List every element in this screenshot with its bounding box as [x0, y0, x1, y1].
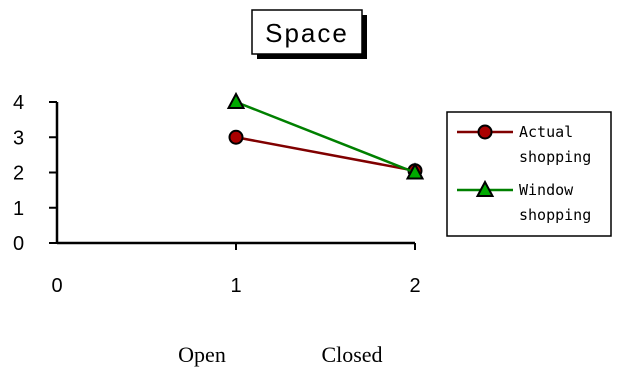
legend: Actual shopping Window shopping [446, 111, 612, 237]
legend-actual-shopping-point [477, 124, 493, 140]
y-tick-label: 4 [13, 92, 24, 114]
legend-item-window-shopping: Window shopping [457, 179, 591, 224]
legend-label: shopping [519, 206, 591, 224]
y-tick-label: 3 [13, 127, 24, 149]
category-label: Open [178, 342, 226, 367]
window-shopping-point [226, 91, 246, 109]
series-layer [226, 91, 425, 180]
actual-shopping-point [228, 129, 244, 145]
legend-label: shopping [519, 148, 591, 166]
chart-title: Space [265, 18, 349, 48]
y-tick-label: 1 [13, 198, 24, 220]
x-tick-label: 1 [230, 275, 241, 297]
x-tick-label: 0 [51, 275, 62, 297]
x-tick-label: 2 [409, 275, 420, 297]
category-label: Closed [321, 342, 382, 367]
window-shopping-point [405, 162, 425, 180]
y-tick-label: 0 [13, 233, 24, 255]
actual-shopping-line [235, 136, 416, 172]
legend-window-shopping-point [475, 179, 495, 197]
legend-item-actual-shopping: Actual shopping [457, 123, 591, 166]
legend-label: Actual [519, 123, 573, 141]
legend-label: Window [519, 181, 574, 199]
axes: 0 1 2 3 4 0 1 2 [13, 92, 421, 297]
window-shopping-series [226, 91, 425, 180]
y-tick-label: 2 [13, 163, 24, 185]
category-labels: Open Closed [178, 342, 382, 367]
window-shopping-line [235, 100, 416, 174]
chart-title-box: Space [251, 9, 367, 59]
